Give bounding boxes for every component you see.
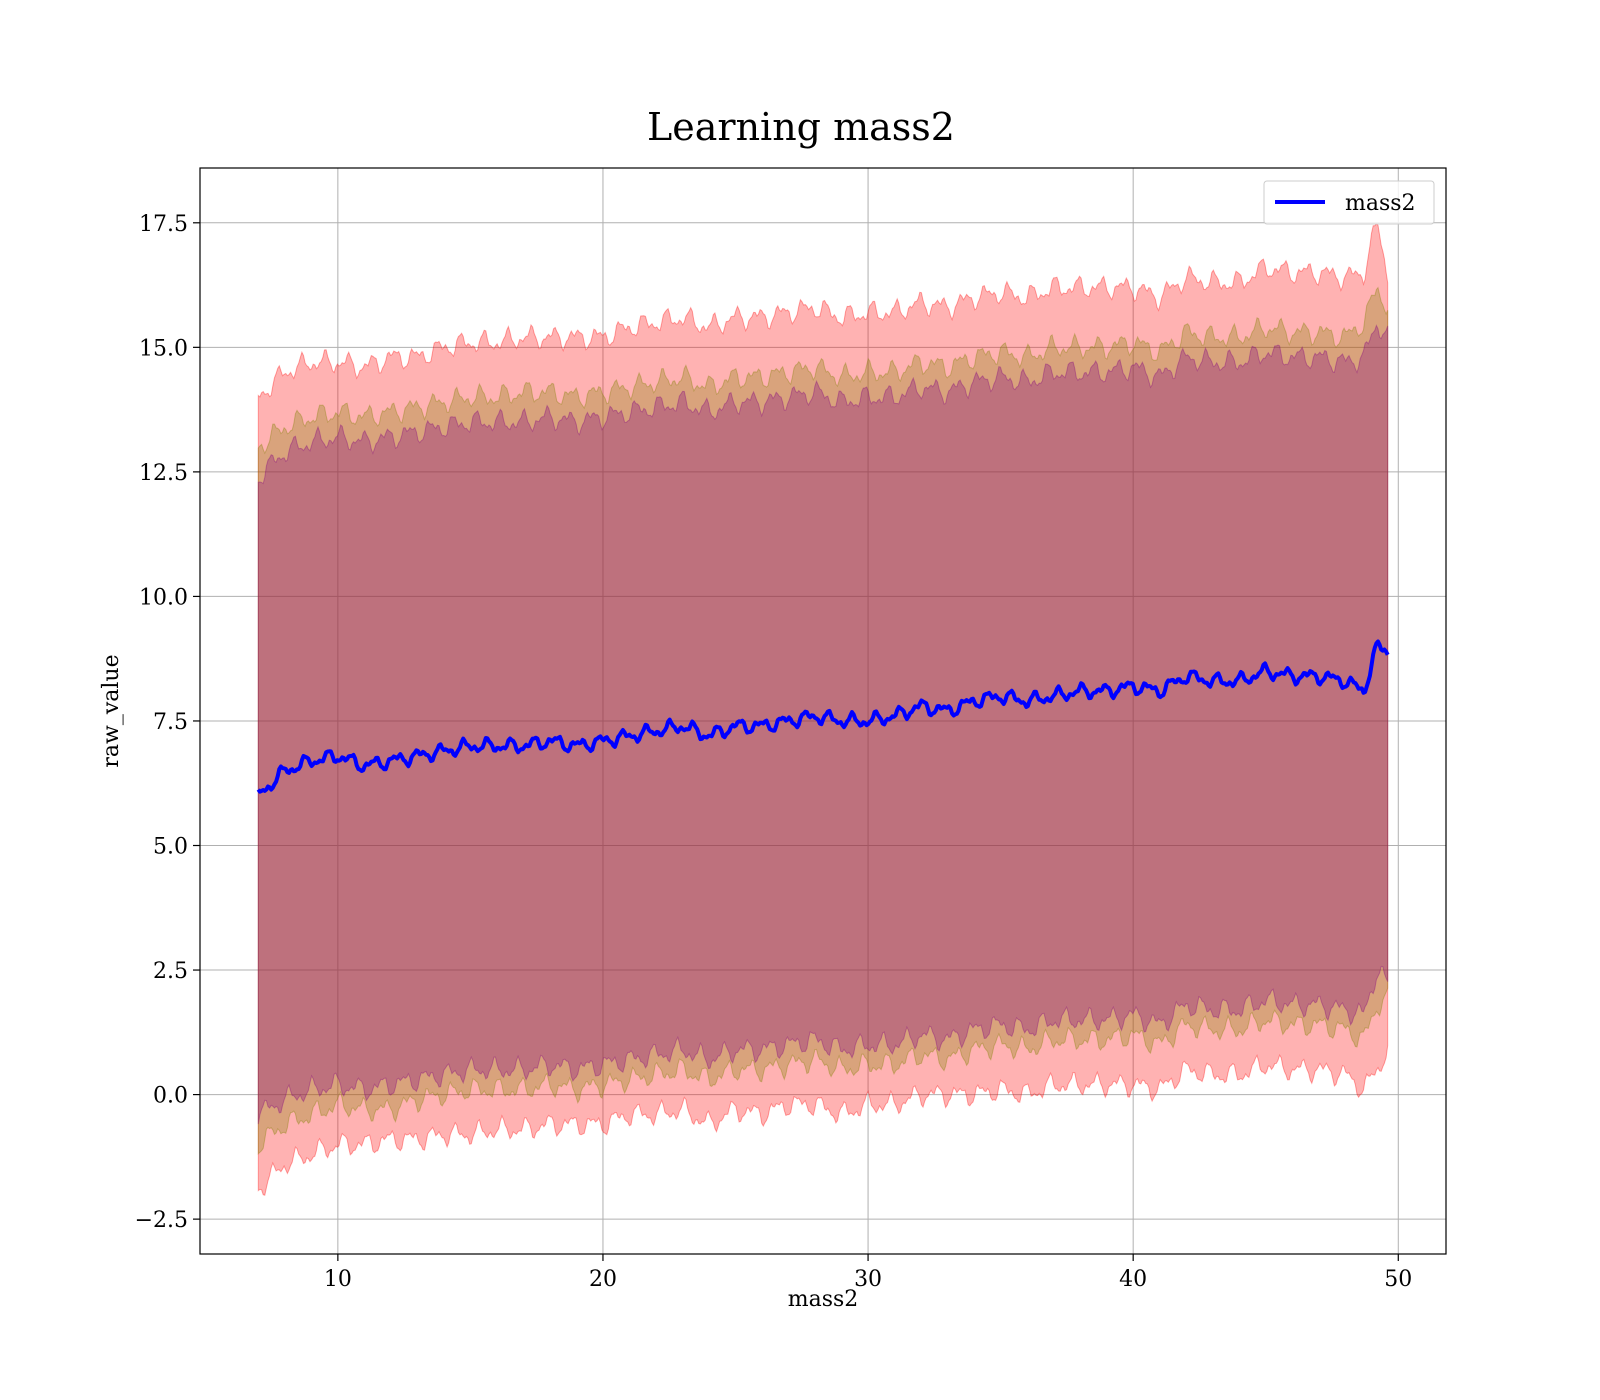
y-tick-label: 5.0 xyxy=(153,835,188,860)
x-tick-label: 40 xyxy=(1119,1267,1147,1292)
y-tick-label: 17.5 xyxy=(139,212,188,237)
y-tick-label: 0.0 xyxy=(153,1084,188,1109)
x-tick-label: 50 xyxy=(1384,1267,1412,1292)
series-lines xyxy=(256,639,1390,794)
y-tick-label: 10.0 xyxy=(139,585,188,610)
chart-title: Learning mass2 xyxy=(647,105,955,149)
x-tick-label: 20 xyxy=(589,1267,617,1292)
plot-area xyxy=(199,167,1447,1255)
legend: mass2 xyxy=(1263,180,1435,225)
y-tick-label: 2.5 xyxy=(153,959,188,984)
x-tick-label: 30 xyxy=(854,1267,882,1292)
y-tick-label: 12.5 xyxy=(139,461,188,486)
band-1 xyxy=(257,222,1389,1196)
x-axis-ticks: 10 20 30 40 50 xyxy=(324,1254,1412,1292)
legend-box xyxy=(1263,180,1435,225)
y-tick-label: 7.5 xyxy=(153,710,188,735)
axes-frame xyxy=(199,167,1447,1255)
y-axis-ticks: −2.5 0.0 2.5 5.0 7.5 10.0 12.5 15.0 17.5 xyxy=(135,212,200,1233)
bands xyxy=(257,222,1389,1196)
x-tick-label: 10 xyxy=(324,1267,352,1292)
legend-label: mass2 xyxy=(1345,191,1416,216)
series-line-mass2 xyxy=(256,639,1390,794)
y-tick-label: 15.0 xyxy=(139,336,188,361)
y-axis-label: raw_value xyxy=(99,654,124,767)
x-axis-label: mass2 xyxy=(788,1287,859,1312)
y-tick-label: −2.5 xyxy=(135,1208,188,1233)
